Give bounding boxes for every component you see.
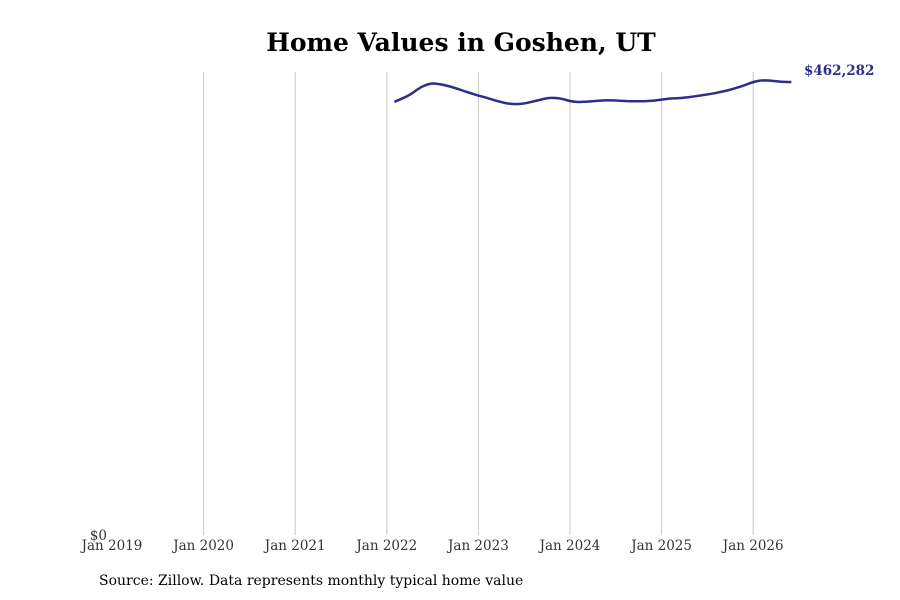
end-value-label: $462,282 xyxy=(804,63,874,79)
series-layer: $462,282 xyxy=(393,63,874,106)
chart-title: Home Values in Goshen, UT xyxy=(266,28,656,57)
x-tick-label: Jan 2020 xyxy=(171,538,234,554)
source-note: Source: Zillow. Data represents monthly … xyxy=(99,573,523,589)
axis-tick-labels: Jan 2019 Jan 2020 Jan 2021 Jan 2022 Jan 2023… xyxy=(80,528,784,554)
y-tick-label: $0 xyxy=(90,528,107,544)
gridlines xyxy=(203,72,754,535)
x-tick-label: Jan 2025 xyxy=(629,538,692,554)
series-line xyxy=(393,79,792,106)
source-note-text: Source: Zillow. Data represents monthly … xyxy=(99,573,524,589)
x-tick-label: Jan 2022 xyxy=(354,538,417,554)
x-tick-label: Jan 2023 xyxy=(446,538,509,554)
x-tick-label: Jan 2026 xyxy=(721,538,784,554)
x-tick-label: Jan 2019 xyxy=(80,538,143,554)
x-tick-label: Jan 2021 xyxy=(263,538,326,554)
x-tick-label: Jan 2024 xyxy=(538,538,601,554)
